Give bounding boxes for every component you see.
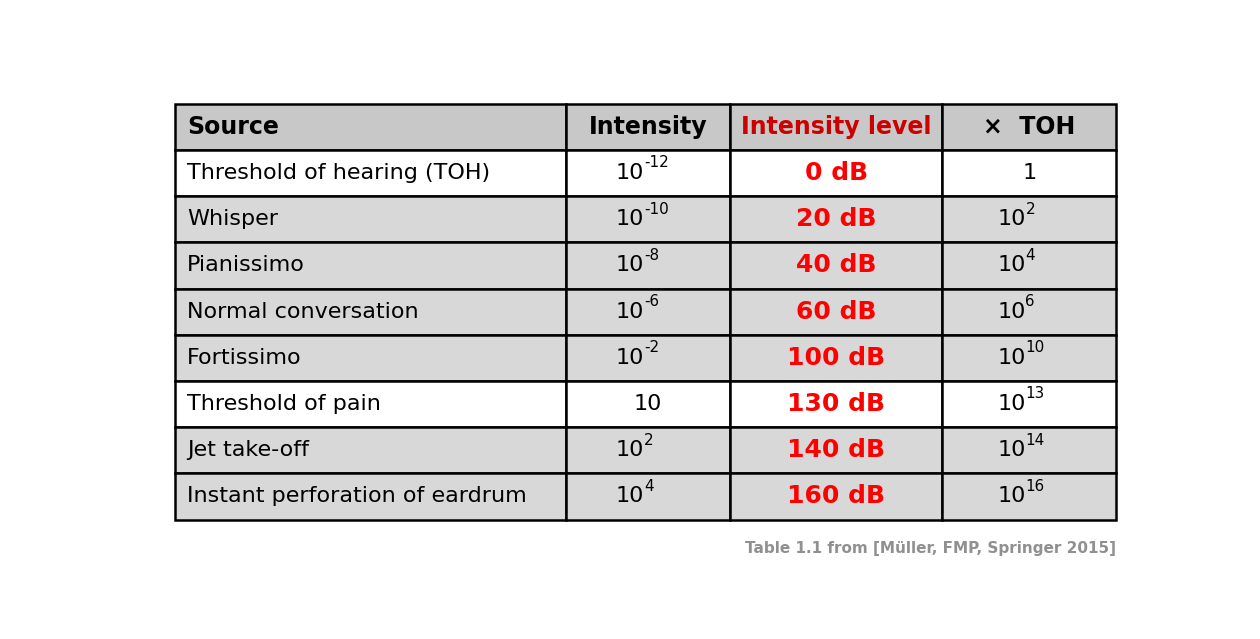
Text: -6: -6 — [644, 294, 659, 309]
Text: -2: -2 — [644, 340, 659, 355]
Text: 20 dB: 20 dB — [796, 207, 877, 231]
Text: Intensity level: Intensity level — [741, 115, 931, 139]
Text: Jet take-off: Jet take-off — [186, 440, 309, 460]
Bar — [942, 289, 1116, 335]
Bar — [731, 196, 942, 242]
Text: Source: Source — [186, 115, 278, 139]
Bar — [731, 150, 942, 196]
Text: 10: 10 — [616, 486, 644, 507]
Bar — [566, 289, 731, 335]
Bar — [175, 335, 566, 381]
Text: Fortissimo: Fortissimo — [186, 348, 301, 368]
Text: 13: 13 — [1026, 387, 1045, 401]
Text: 10: 10 — [997, 394, 1026, 414]
Bar — [731, 289, 942, 335]
Bar — [942, 335, 1116, 381]
Bar — [942, 150, 1116, 196]
Bar — [942, 427, 1116, 473]
Text: 10: 10 — [616, 440, 644, 460]
Text: 14: 14 — [1026, 433, 1045, 447]
Text: 10: 10 — [997, 256, 1026, 275]
Bar — [731, 473, 942, 520]
Bar — [942, 196, 1116, 242]
Bar — [566, 427, 731, 473]
Bar — [566, 335, 731, 381]
Bar — [566, 473, 731, 520]
Bar — [566, 381, 731, 427]
Text: Threshold of hearing (TOH): Threshold of hearing (TOH) — [186, 163, 490, 183]
Bar — [566, 150, 731, 196]
Bar — [731, 242, 942, 289]
Bar — [175, 289, 566, 335]
Text: Whisper: Whisper — [186, 209, 277, 229]
Text: 16: 16 — [1026, 479, 1045, 494]
Bar — [566, 242, 731, 289]
Bar — [731, 335, 942, 381]
Text: Table 1.1 from [Müller, FMP, Springer 2015]: Table 1.1 from [Müller, FMP, Springer 20… — [746, 541, 1116, 557]
Text: 10: 10 — [1026, 340, 1045, 355]
Text: 2: 2 — [644, 433, 654, 447]
Bar — [175, 150, 566, 196]
Bar — [942, 473, 1116, 520]
Text: 10: 10 — [616, 348, 644, 368]
Text: Intensity: Intensity — [588, 115, 707, 139]
Text: 1: 1 — [1022, 163, 1037, 183]
Text: 6: 6 — [1026, 294, 1034, 309]
Bar — [175, 196, 566, 242]
Bar — [175, 242, 566, 289]
Text: -10: -10 — [644, 201, 669, 217]
Text: Instant perforation of eardrum: Instant perforation of eardrum — [186, 486, 527, 507]
Text: 40 dB: 40 dB — [796, 254, 877, 277]
Text: 10: 10 — [616, 256, 644, 275]
Text: 130 dB: 130 dB — [788, 392, 886, 416]
Text: 4: 4 — [644, 479, 654, 494]
Text: -8: -8 — [644, 248, 659, 263]
Text: 10: 10 — [634, 394, 663, 414]
Bar — [175, 381, 566, 427]
Text: 10: 10 — [997, 486, 1026, 507]
Text: 10: 10 — [997, 302, 1026, 321]
Text: 10: 10 — [616, 163, 644, 183]
Text: Normal conversation: Normal conversation — [186, 302, 418, 321]
Text: 2: 2 — [1026, 201, 1034, 217]
Bar — [731, 381, 942, 427]
Text: 60 dB: 60 dB — [796, 300, 877, 323]
Bar — [942, 104, 1116, 150]
Bar — [942, 242, 1116, 289]
Text: 10: 10 — [997, 348, 1026, 368]
Bar — [942, 381, 1116, 427]
Bar — [566, 196, 731, 242]
Text: 0 dB: 0 dB — [805, 161, 868, 185]
Text: 4: 4 — [1026, 248, 1034, 263]
Text: 10: 10 — [616, 209, 644, 229]
Text: 10: 10 — [616, 302, 644, 321]
Bar — [566, 104, 731, 150]
Text: -12: -12 — [644, 155, 669, 171]
Bar — [731, 427, 942, 473]
Text: Pianissimo: Pianissimo — [186, 256, 305, 275]
Bar — [175, 427, 566, 473]
Text: 140 dB: 140 dB — [788, 438, 886, 462]
Bar — [731, 104, 942, 150]
Bar — [175, 473, 566, 520]
Text: 100 dB: 100 dB — [788, 346, 886, 370]
Text: 10: 10 — [997, 440, 1026, 460]
Text: Threshold of pain: Threshold of pain — [186, 394, 381, 414]
Text: 160 dB: 160 dB — [788, 484, 886, 509]
Text: 10: 10 — [997, 209, 1026, 229]
Bar — [175, 104, 566, 150]
Text: ×  TOH: × TOH — [983, 115, 1076, 139]
